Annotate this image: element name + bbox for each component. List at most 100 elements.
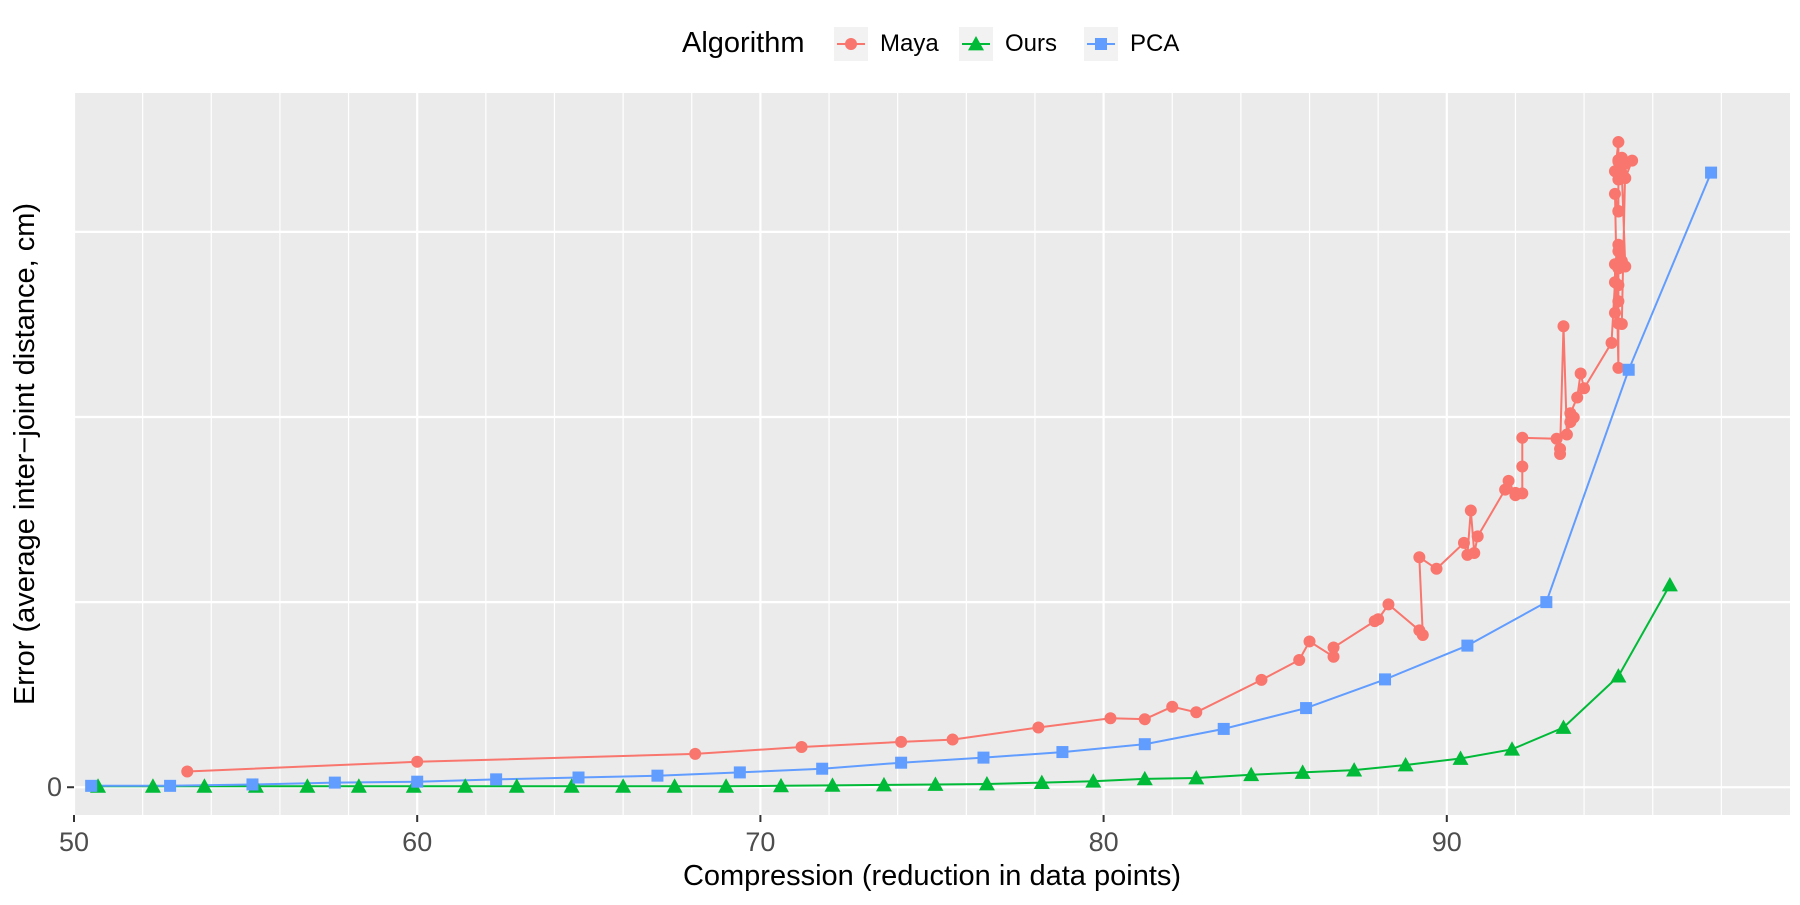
y-tick-label: 0 <box>47 772 62 802</box>
data-point-maya <box>1032 721 1045 734</box>
data-point-maya <box>1516 431 1529 444</box>
data-point-maya <box>1578 382 1591 395</box>
data-point-ours <box>615 778 632 793</box>
data-point-ours <box>1346 762 1363 777</box>
data-point-maya <box>1560 428 1573 441</box>
data-point-pca <box>1540 596 1553 609</box>
data-point-ours <box>666 778 683 793</box>
data-point-maya <box>1574 367 1587 380</box>
data-point-ours <box>508 778 525 793</box>
data-point-ours <box>1610 668 1627 683</box>
data-point-maya <box>1615 151 1628 164</box>
data-point-pca <box>1622 363 1635 376</box>
data-point-pca <box>411 775 424 788</box>
x-tick-label: 90 <box>1432 827 1462 857</box>
data-point-maya <box>1293 653 1306 666</box>
data-point-ours <box>299 778 316 793</box>
data-point-maya <box>1104 712 1117 725</box>
data-point-ours <box>1033 774 1050 790</box>
data-point-ours <box>1397 757 1414 772</box>
data-point-maya <box>1554 442 1567 455</box>
axes: 50 60 70 80 90 0 <box>47 772 1462 857</box>
data-point-pca <box>1379 673 1392 686</box>
x-axis-title: Compression (reduction in data points) <box>683 860 1181 892</box>
data-point-pca <box>1056 746 1069 759</box>
y-axis-title: Error (average inter−joint distance, cm) <box>9 203 41 705</box>
data-point-maya <box>1557 320 1570 333</box>
data-point-maya <box>1619 172 1632 185</box>
data-point-maya <box>1612 361 1625 374</box>
data-point-maya <box>1255 673 1268 686</box>
legend-entry-maya: Maya <box>834 27 939 61</box>
data-point-ours <box>1555 719 1572 734</box>
data-point-maya <box>1619 260 1632 273</box>
data-point-maya <box>1382 598 1395 611</box>
data-point-pca <box>328 776 341 789</box>
data-point-maya <box>1608 187 1621 200</box>
legend: Algorithm Maya Ours PCA <box>682 27 1179 61</box>
data-point-pca <box>651 769 664 782</box>
data-point-pca <box>490 773 503 786</box>
data-point-ours <box>824 777 841 792</box>
data-point-ours <box>350 778 367 793</box>
data-point-ours <box>718 778 735 793</box>
series-points <box>85 136 1718 793</box>
data-point-ours <box>1661 576 1678 592</box>
data-point-maya <box>689 747 702 760</box>
data-point-ours <box>457 778 474 793</box>
data-point-maya <box>1502 474 1515 487</box>
legend-key-marker <box>845 38 857 50</box>
data-point-maya <box>1612 205 1625 218</box>
data-point-pca <box>164 779 177 792</box>
data-point-maya <box>181 765 194 778</box>
data-point-pca <box>1705 166 1718 179</box>
data-point-maya <box>1626 154 1639 167</box>
data-point-maya <box>1612 279 1625 292</box>
data-point-pca <box>733 766 746 779</box>
data-point-ours <box>772 777 789 793</box>
data-point-maya <box>1516 487 1529 500</box>
data-point-pca <box>1300 702 1313 715</box>
data-point-maya <box>1413 551 1426 564</box>
data-point-maya <box>1612 317 1625 330</box>
x-tick-label: 70 <box>745 827 775 857</box>
data-point-maya <box>1571 391 1584 404</box>
data-point-maya <box>1464 504 1477 517</box>
data-point-ours <box>1243 766 1260 782</box>
data-point-maya <box>1430 562 1443 575</box>
legend-entry-ours: Ours <box>959 27 1057 61</box>
data-point-maya <box>1457 536 1470 549</box>
gridlines <box>72 93 1790 815</box>
data-point-maya <box>1516 460 1529 473</box>
plot-panel <box>74 93 1790 815</box>
data-point-ours <box>927 776 944 791</box>
legend-label: PCA <box>1130 30 1179 57</box>
data-point-ours <box>1294 764 1311 779</box>
data-point-maya <box>1166 700 1179 713</box>
data-point-maya <box>946 733 959 746</box>
data-point-ours <box>1136 770 1153 786</box>
data-point-maya <box>1416 628 1429 641</box>
x-tick-label: 50 <box>59 827 89 857</box>
data-point-pca <box>895 756 908 769</box>
data-point-ours <box>1085 773 1102 788</box>
legend-entry-pca: PCA <box>1084 27 1179 61</box>
data-point-ours <box>1452 750 1469 765</box>
data-point-pca <box>977 751 990 764</box>
legend-key-marker <box>1095 38 1107 50</box>
data-point-ours <box>978 775 995 791</box>
data-point-maya <box>1372 613 1385 626</box>
data-point-pca <box>1138 738 1151 751</box>
data-point-maya <box>1468 547 1481 560</box>
legend-label: Maya <box>880 30 939 57</box>
data-point-pca <box>1461 639 1474 652</box>
data-point-ours <box>875 776 892 792</box>
data-point-maya <box>1612 136 1625 149</box>
data-point-ours <box>144 778 161 793</box>
data-point-ours <box>563 778 580 793</box>
data-point-maya <box>411 755 424 768</box>
data-point-ours <box>1504 741 1521 756</box>
data-point-pca <box>1217 722 1230 735</box>
